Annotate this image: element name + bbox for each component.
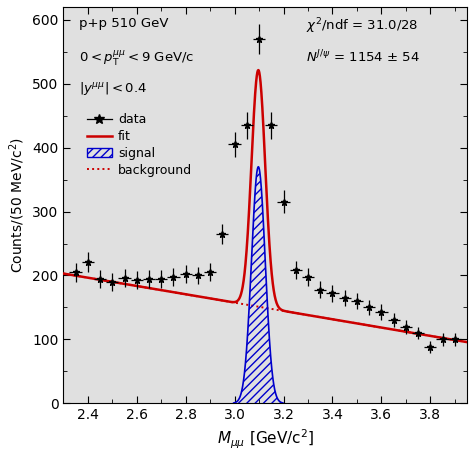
Legend: data, fit, signal, background: data, fit, signal, background <box>82 109 197 181</box>
Y-axis label: Counts/(50 MeV/c$^{2}$): Counts/(50 MeV/c$^{2}$) <box>7 137 27 273</box>
Text: $N^{J/\psi}$ = 1154 $\pm$ 54: $N^{J/\psi}$ = 1154 $\pm$ 54 <box>306 49 419 65</box>
Text: p+p 510 GeV: p+p 510 GeV <box>80 17 169 30</box>
Text: $\chi^{2}$/ndf = 31.0/28: $\chi^{2}$/ndf = 31.0/28 <box>306 17 418 37</box>
X-axis label: $M_{\mu\mu}\ \mathrm{[GeV/c^{2}]}$: $M_{\mu\mu}\ \mathrm{[GeV/c^{2}]}$ <box>217 428 314 451</box>
Text: $0 < p_{\mathrm{T}}^{\mu\mu} < 9\ \mathrm{GeV/c}$: $0 < p_{\mathrm{T}}^{\mu\mu} < 9\ \mathr… <box>80 49 195 68</box>
Text: $|y^{\mu\mu}| < 0.4$: $|y^{\mu\mu}| < 0.4$ <box>80 80 147 97</box>
